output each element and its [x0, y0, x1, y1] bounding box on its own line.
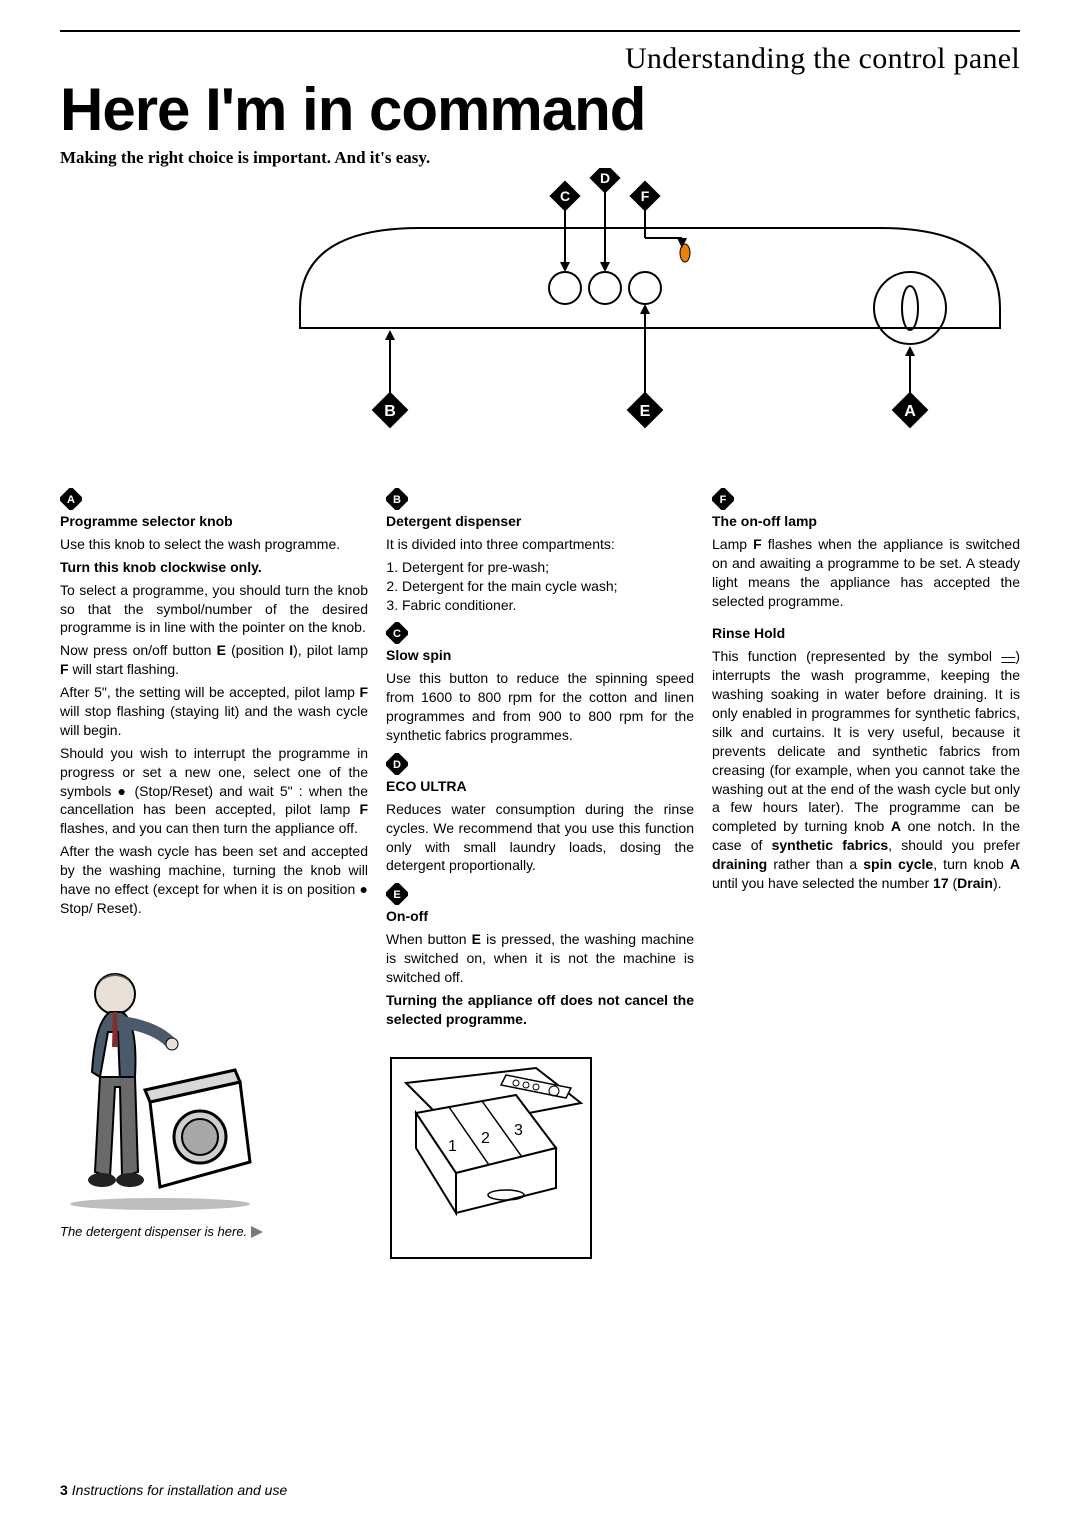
svg-text:E: E [393, 889, 400, 901]
svg-text:C: C [393, 628, 401, 640]
svg-text:B: B [384, 403, 396, 420]
list-item: Detergent for the main cycle wash; [402, 577, 694, 596]
column-a: A Programme selector knob Use this knob … [60, 488, 368, 1268]
svg-text:D: D [600, 170, 610, 186]
detergent-list: Detergent for pre-wash; Detergent for th… [386, 558, 694, 615]
svg-text:B: B [393, 494, 401, 506]
marker-b-icon: B [386, 488, 408, 510]
illustration-caption: The detergent dispenser is here. [60, 1223, 368, 1241]
page-subtitle: Understanding the control panel [60, 42, 1020, 76]
heading-f: The on-off lamp [712, 513, 817, 529]
list-item: Detergent for pre-wash; [402, 558, 694, 577]
body-text: This function (represented by the symbol… [712, 647, 1020, 893]
heading-e: On-off [386, 908, 428, 924]
marker-c-icon: C [386, 622, 408, 644]
control-panel-diagram: C D F B E A [290, 168, 1020, 458]
svg-text:2: 2 [481, 1130, 490, 1147]
svg-text:D: D [393, 759, 401, 771]
body-text: It is divided into three compartments: [386, 535, 694, 554]
body-text: After 5", the setting will be accepted, … [60, 683, 368, 740]
heading-d: ECO ULTRA [386, 778, 467, 794]
body-text: After the wash cycle has been set and ac… [60, 842, 368, 918]
body-text: When button E is pressed, the washing ma… [386, 930, 694, 987]
svg-text:E: E [640, 403, 651, 420]
footer-text: Instructions for installation and use [72, 1482, 288, 1498]
body-text: Use this knob to select the wash program… [60, 535, 368, 554]
marker-e-icon: E [386, 883, 408, 905]
body-text: Turn this knob clockwise only. [60, 559, 262, 575]
svg-text:F: F [641, 188, 650, 204]
heading-b: Detergent dispenser [386, 513, 521, 529]
body-text: Use this button to reduce the spinning s… [386, 669, 694, 745]
man-illustration [60, 952, 260, 1212]
svg-text:A: A [904, 403, 916, 420]
body-text: Now press on/off button E (position I), … [60, 641, 368, 679]
column-c: F The on-off lamp Lamp F flashes when th… [712, 488, 1020, 1268]
footer: 3 Instructions for installation and use [60, 1482, 287, 1498]
arrow-icon [251, 1226, 263, 1238]
svg-text:A: A [67, 494, 75, 506]
body-text: To select a programme, you should turn t… [60, 581, 368, 638]
heading-a: Programme selector knob [60, 513, 233, 529]
heading-c: Slow spin [386, 647, 451, 663]
page-tagline: Making the right choice is important. An… [60, 148, 1020, 168]
heading-rinse: Rinse Hold [712, 625, 785, 641]
body-text: Reduces water consumption during the rin… [386, 800, 694, 876]
marker-d-icon: D [386, 753, 408, 775]
svg-text:3: 3 [514, 1122, 523, 1139]
marker-a-icon: A [60, 488, 82, 510]
page-title: Here I'm in command [60, 80, 1020, 140]
body-text: Turning the appliance off does not cance… [386, 991, 694, 1029]
svg-text:F: F [720, 494, 727, 506]
drawer-illustration: 1 2 3 [386, 1053, 596, 1263]
body-text: Lamp F flashes when the appliance is swi… [712, 535, 1020, 611]
body-text: Should you wish to interrupt the program… [60, 744, 368, 838]
header: Understanding the control panel Here I'm… [60, 42, 1020, 168]
list-item: Fabric conditioner. [402, 596, 694, 615]
svg-text:C: C [560, 188, 570, 204]
page-number: 3 [60, 1482, 68, 1498]
column-b: B Detergent dispenser It is divided into… [386, 488, 694, 1268]
svg-text:1: 1 [448, 1138, 457, 1155]
marker-f-icon: F [712, 488, 734, 510]
